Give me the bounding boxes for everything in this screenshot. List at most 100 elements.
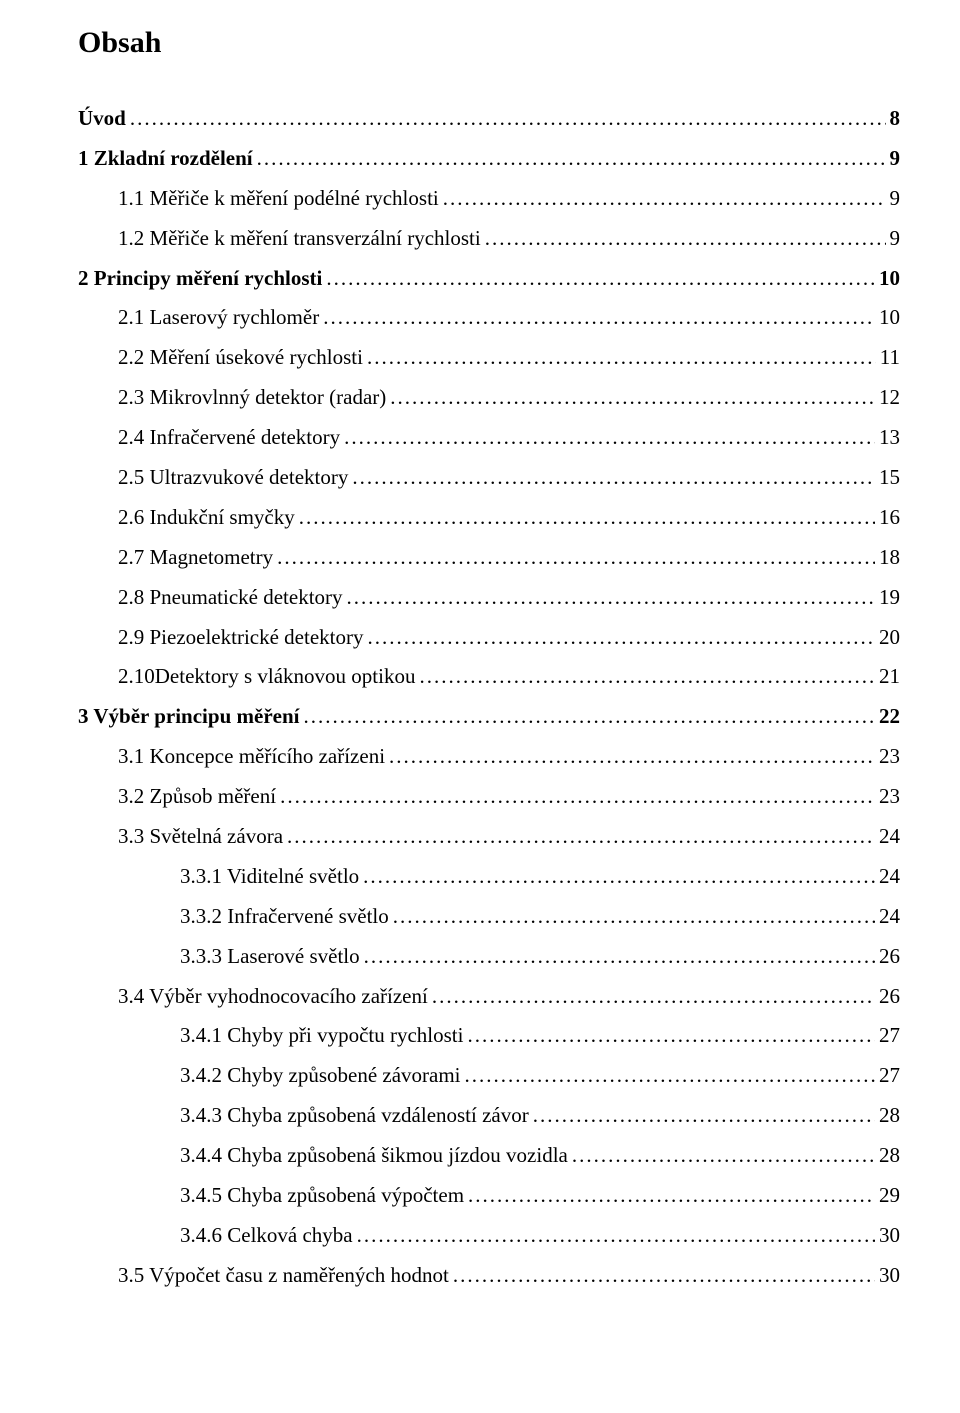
toc-leader: ........................................…	[453, 1256, 875, 1296]
toc-label: 2.9 Piezoelektrické detektory	[118, 618, 364, 658]
toc-page: 15	[879, 458, 900, 498]
toc-page: 12	[879, 378, 900, 418]
toc-row: 3.3 Světelná závora.....................…	[78, 817, 900, 857]
toc-leader: ........................................…	[287, 817, 875, 857]
toc-row: 3.4.1 Chyby při vypočtu rychlosti.......…	[78, 1016, 900, 1056]
toc-page: 20	[879, 618, 900, 658]
toc-row: 3.4.4 Chyba způsobená šikmou jízdou vozi…	[78, 1136, 900, 1176]
toc-row: 2.5 Ultrazvukové detektory..............…	[78, 458, 900, 498]
toc-row: 1 Zkladní rozdělení.....................…	[78, 139, 900, 179]
toc-label: 3.3.1 Viditelné světlo	[180, 857, 359, 897]
toc-page: 27	[879, 1016, 900, 1056]
toc-leader: ........................................…	[572, 1136, 875, 1176]
toc-leader: ........................................…	[485, 219, 886, 259]
toc-row: 3.4 Výběr vyhodnocovacího zařízení......…	[78, 977, 900, 1017]
toc-row: 2 Principy měření rychlosti.............…	[78, 259, 900, 299]
toc-leader: ........................................…	[280, 777, 875, 817]
toc-row: 3.3.2 Infračervené světlo...............…	[78, 897, 900, 937]
toc-page: 24	[879, 857, 900, 897]
toc-page: 28	[879, 1136, 900, 1176]
toc-leader: ........................................…	[357, 1216, 875, 1256]
toc-leader: ........................................…	[389, 737, 875, 777]
toc-label: 2.1 Laserový rychloměr	[118, 298, 319, 338]
toc-leader: ........................................…	[467, 1016, 875, 1056]
toc-leader: ........................................…	[468, 1176, 875, 1216]
toc-row: Úvod....................................…	[78, 99, 900, 139]
toc-row: 3.4.6 Celková chyba.....................…	[78, 1216, 900, 1256]
toc-row: 3.4.5 Chyba způsobená výpočtem..........…	[78, 1176, 900, 1216]
toc-page: 9	[890, 139, 901, 179]
toc-page: 10	[879, 298, 900, 338]
toc-leader: ........................................…	[344, 418, 875, 458]
toc-page: 8	[890, 99, 901, 139]
toc-page: 23	[879, 777, 900, 817]
toc-row: 2.2 Měření úsekové rychlosti............…	[78, 338, 900, 378]
toc-page: 30	[879, 1216, 900, 1256]
toc-row: 1.1 Měřiče k měření podélné rychlosti...…	[78, 179, 900, 219]
toc-label: 3.3 Světelná závora	[118, 817, 283, 857]
toc-page: 30	[879, 1256, 900, 1296]
toc-leader: ........................................…	[368, 618, 876, 658]
toc-label: 3.1 Koncepce měřícího zařízeni	[118, 737, 385, 777]
toc-page: 11	[880, 338, 900, 378]
toc-label: Úvod	[78, 99, 126, 139]
toc-label: 3.4.3 Chyba způsobená vzdáleností závor	[180, 1096, 529, 1136]
toc-page: 22	[879, 697, 900, 737]
toc-row: 2.8 Pneumatické detektory...............…	[78, 578, 900, 618]
toc-page: 16	[879, 498, 900, 538]
toc-row: 3.5 Výpočet času z naměřených hodnot....…	[78, 1256, 900, 1296]
toc-leader: ........................................…	[257, 139, 886, 179]
toc-leader: ........................................…	[390, 378, 875, 418]
toc-label: 3 Výběr principu měření	[78, 697, 299, 737]
toc-label: 3.4.4 Chyba způsobená šikmou jízdou vozi…	[180, 1136, 568, 1176]
toc-page: 9	[890, 219, 901, 259]
table-of-contents: Úvod....................................…	[78, 99, 900, 1296]
toc-label: 3.4.5 Chyba způsobená výpočtem	[180, 1176, 464, 1216]
toc-row: 3.2 Způsob měření.......................…	[78, 777, 900, 817]
toc-label: 2.8 Pneumatické detektory	[118, 578, 343, 618]
toc-row: 2.10Detektory s vláknovou optikou.......…	[78, 657, 900, 697]
toc-row: 2.4 Infračervené detektory..............…	[78, 418, 900, 458]
toc-label: 3.2 Způsob měření	[118, 777, 276, 817]
toc-page: 23	[879, 737, 900, 777]
toc-leader: ........................................…	[277, 538, 875, 578]
toc-page: 13	[879, 418, 900, 458]
toc-page: 26	[879, 937, 900, 977]
toc-label: 2.4 Infračervené detektory	[118, 418, 340, 458]
toc-page: 26	[879, 977, 900, 1017]
toc-label: 1.2 Měřiče k měření transverzální rychlo…	[118, 219, 481, 259]
toc-page: 9	[890, 179, 901, 219]
toc-leader: ........................................…	[367, 338, 876, 378]
toc-leader: ........................................…	[130, 99, 886, 139]
toc-label: 3.4.1 Chyby při vypočtu rychlosti	[180, 1016, 463, 1056]
toc-page: 10	[879, 259, 900, 299]
toc-leader: ........................................…	[323, 298, 875, 338]
toc-label: 3.3.2 Infračervené světlo	[180, 897, 389, 937]
toc-label: 2.2 Měření úsekové rychlosti	[118, 338, 363, 378]
toc-leader: ........................................…	[443, 179, 886, 219]
toc-row: 2.1 Laserový rychloměr..................…	[78, 298, 900, 338]
toc-leader: ........................................…	[299, 498, 875, 538]
toc-label: 1.1 Měřiče k měření podélné rychlosti	[118, 179, 439, 219]
toc-page: 27	[879, 1056, 900, 1096]
toc-leader: ........................................…	[326, 259, 875, 299]
toc-leader: ........................................…	[465, 1056, 875, 1096]
toc-page: 29	[879, 1176, 900, 1216]
toc-row: 3.3.1 Viditelné světlo..................…	[78, 857, 900, 897]
toc-page: 19	[879, 578, 900, 618]
toc-leader: ........................................…	[393, 897, 875, 937]
toc-leader: ........................................…	[432, 977, 875, 1017]
toc-page: 24	[879, 817, 900, 857]
toc-label: 2.5 Ultrazvukové detektory	[118, 458, 348, 498]
toc-page: 28	[879, 1096, 900, 1136]
toc-label: 2.3 Mikrovlnný detektor (radar)	[118, 378, 386, 418]
toc-row: 1.2 Měřiče k měření transverzální rychlo…	[78, 219, 900, 259]
toc-label: 3.4.2 Chyby způsobené závorami	[180, 1056, 461, 1096]
toc-leader: ........................................…	[419, 657, 875, 697]
toc-label: 2.7 Magnetometry	[118, 538, 273, 578]
toc-leader: ........................................…	[364, 937, 875, 977]
toc-row: 3.1 Koncepce měřícího zařízeni..........…	[78, 737, 900, 777]
toc-row: 2.3 Mikrovlnný detektor (radar).........…	[78, 378, 900, 418]
toc-leader: ........................................…	[347, 578, 875, 618]
toc-row: 2.9 Piezoelektrické detektory...........…	[78, 618, 900, 658]
